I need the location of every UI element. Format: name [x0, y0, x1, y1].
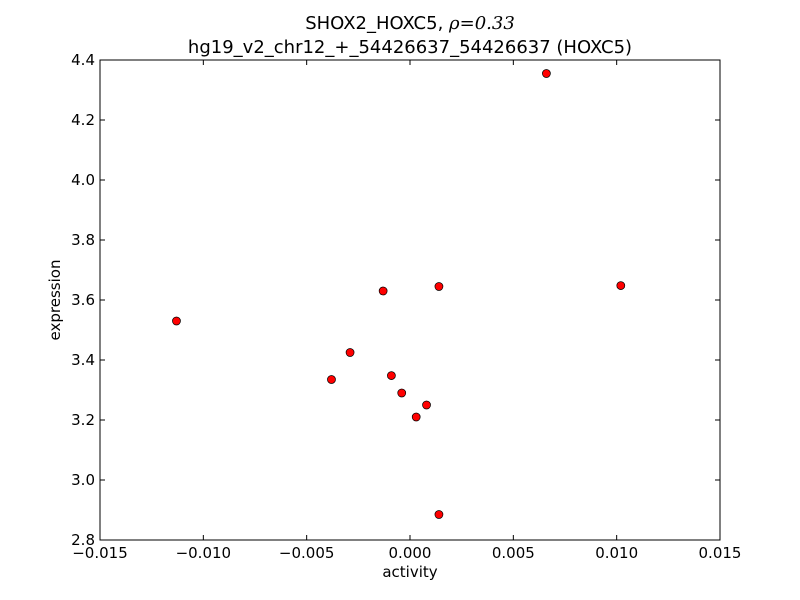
- data-point: [387, 371, 396, 380]
- y-tick-label: 4.0: [71, 171, 95, 189]
- y-tick-label: 4.2: [71, 111, 95, 129]
- data-point: [172, 316, 181, 326]
- x-tick-label: 0.005: [492, 544, 535, 562]
- data-point: [378, 286, 388, 296]
- x-tick-label: 0.010: [595, 544, 638, 562]
- x-tick-label: 0.000: [389, 544, 432, 562]
- y-axis-label: expression: [46, 260, 64, 341]
- chart-title-rho: ρ=0.33: [448, 13, 515, 34]
- chart-title-prefix: SHOX2_HOXC5,: [305, 13, 449, 34]
- x-tick-label: −0.015: [72, 544, 128, 562]
- y-tick-label: 3.8: [71, 231, 95, 249]
- data-point: [542, 69, 551, 78]
- x-tick-label: 0.015: [699, 544, 742, 562]
- data-point: [345, 348, 355, 357]
- x-axis-label: activity: [382, 563, 437, 581]
- chart-title-line2: hg19_v2_chr12_+_54426637_54426637 (HOXC5…: [188, 37, 632, 58]
- plot-area-frame: [99, 59, 721, 541]
- y-tick-label: 2.8: [71, 531, 95, 549]
- data-point: [616, 281, 626, 290]
- data-point: [411, 412, 421, 422]
- y-tick-label: 3.2: [71, 411, 95, 429]
- y-tick-label: 3.4: [71, 351, 95, 369]
- y-tick-label: 4.4: [71, 51, 95, 69]
- chart-marks: [172, 69, 626, 519]
- data-point: [422, 400, 431, 410]
- y-tick-label: 3.0: [71, 471, 95, 489]
- x-tick-label: −0.005: [279, 544, 335, 562]
- data-point: [397, 388, 407, 398]
- axis-ticks: −0.015 −0.010 −0.005 0.000 0.005 0.010 0.015 2.…: [71, 51, 741, 562]
- data-point: [434, 282, 444, 291]
- x-tick-label: −0.010: [176, 544, 232, 562]
- y-tick-label: 3.6: [71, 291, 95, 309]
- data-point: [434, 510, 444, 519]
- data-point: [327, 375, 336, 384]
- chart-title-line1: SHOX2_HOXC5, ρ=0.33: [305, 13, 515, 34]
